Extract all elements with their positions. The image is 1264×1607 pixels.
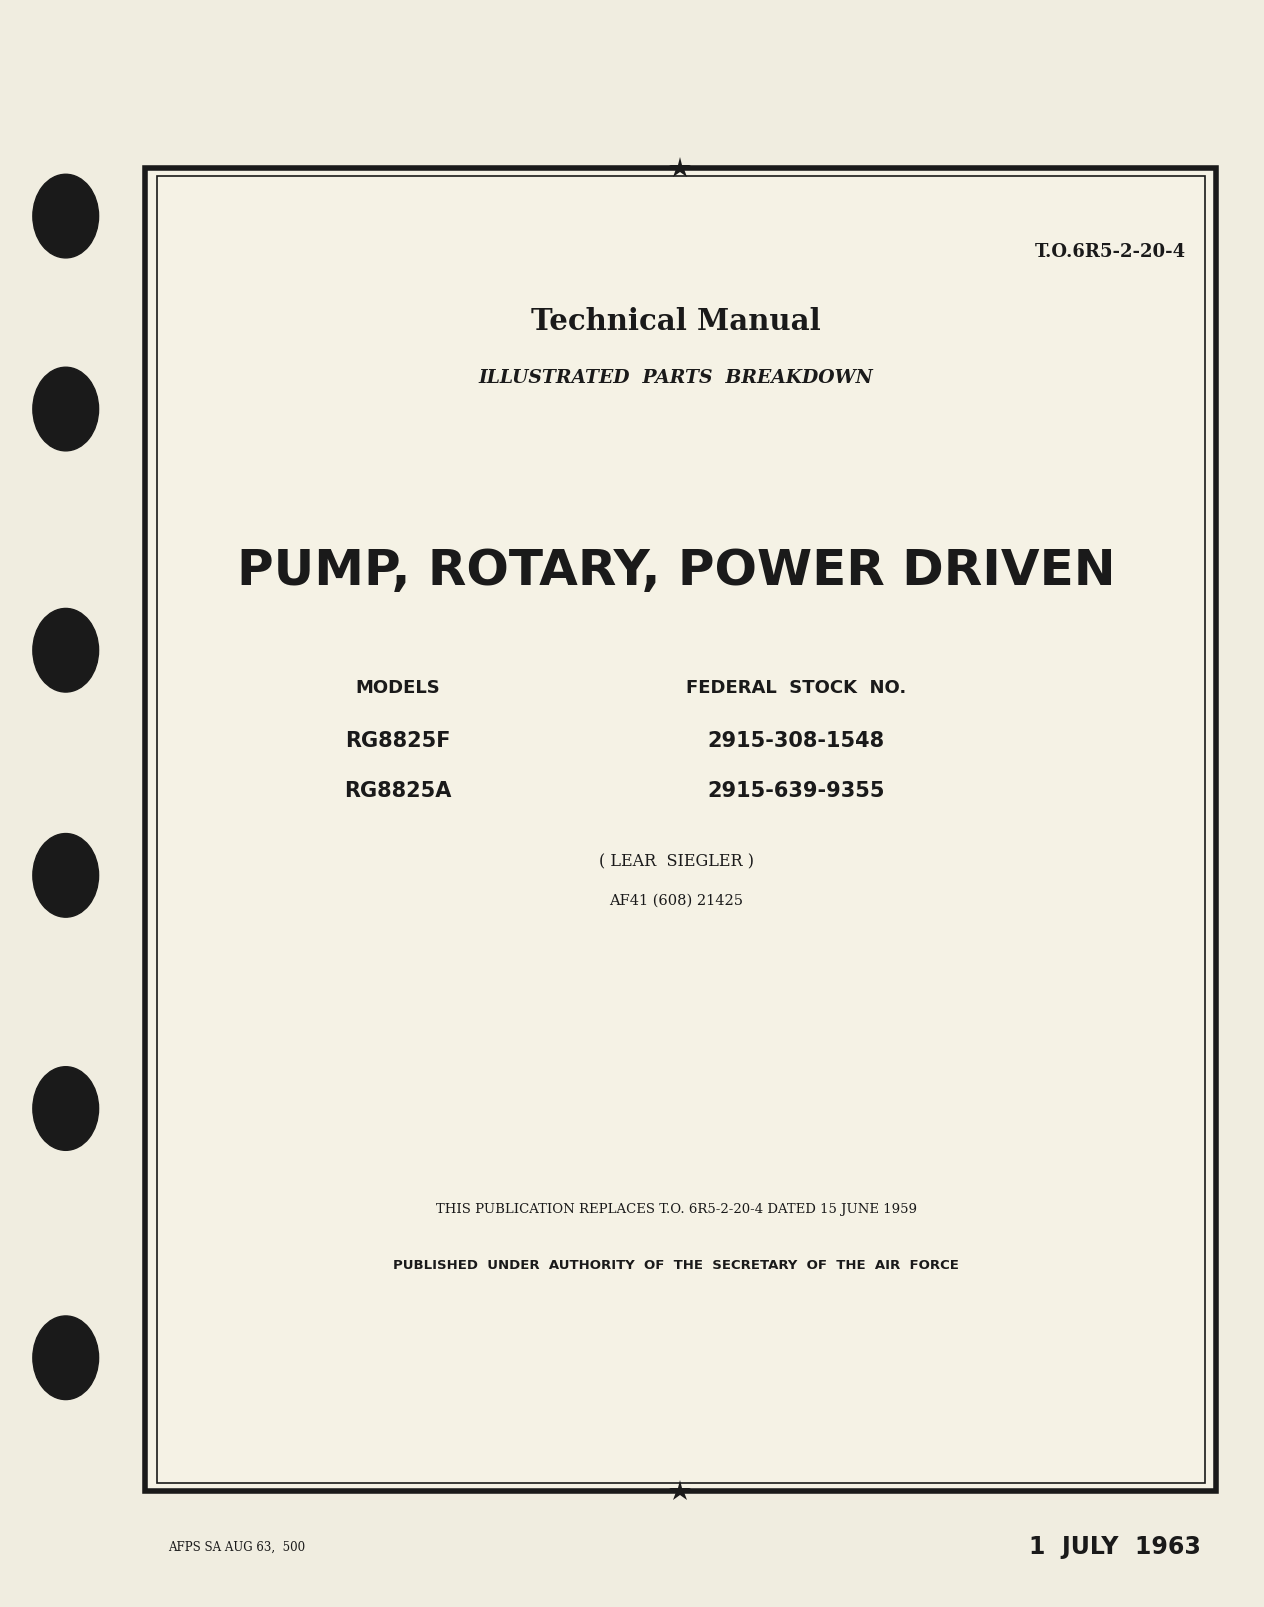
Bar	[145, 169, 1216, 1491]
Circle shape	[33, 175, 99, 259]
Text: RG8825F: RG8825F	[345, 731, 451, 750]
Text: ILLUSTRATED  PARTS  BREAKDOWN: ILLUSTRATED PARTS BREAKDOWN	[479, 368, 873, 387]
Circle shape	[33, 1067, 99, 1151]
Circle shape	[33, 368, 99, 452]
Circle shape	[33, 1316, 99, 1400]
Text: 1  JULY  1963: 1 JULY 1963	[1029, 1535, 1201, 1557]
Text: THIS PUBLICATION REPLACES T.O. 6R5-2-20-4 DATED 15 JUNE 1959: THIS PUBLICATION REPLACES T.O. 6R5-2-20-…	[436, 1202, 916, 1215]
Text: 2915-308-1548: 2915-308-1548	[708, 731, 885, 750]
Bar	[145, 169, 1216, 1491]
Text: ( LEAR  SIEGLER ): ( LEAR SIEGLER )	[599, 853, 753, 869]
Circle shape	[33, 834, 99, 918]
Text: 2915-639-9355: 2915-639-9355	[708, 781, 885, 800]
Circle shape	[33, 609, 99, 693]
Text: RG8825A: RG8825A	[345, 781, 451, 800]
Text: AFPS SA AUG 63,  500: AFPS SA AUG 63, 500	[168, 1540, 305, 1552]
Text: FEDERAL  STOCK  NO.: FEDERAL STOCK NO.	[686, 678, 906, 697]
Text: PUBLISHED  UNDER  AUTHORITY  OF  THE  SECRETARY  OF  THE  AIR  FORCE: PUBLISHED UNDER AUTHORITY OF THE SECRETA…	[393, 1258, 959, 1271]
Bar	[157, 177, 1205, 1483]
Text: PUMP, ROTARY, POWER DRIVEN: PUMP, ROTARY, POWER DRIVEN	[236, 546, 1116, 595]
Text: T.O.6R5-2-20-4: T.O.6R5-2-20-4	[1034, 243, 1186, 262]
Text: MODELS: MODELS	[355, 678, 441, 697]
Text: AF41 (608) 21425: AF41 (608) 21425	[609, 893, 743, 906]
Text: Technical Manual: Technical Manual	[531, 307, 822, 336]
